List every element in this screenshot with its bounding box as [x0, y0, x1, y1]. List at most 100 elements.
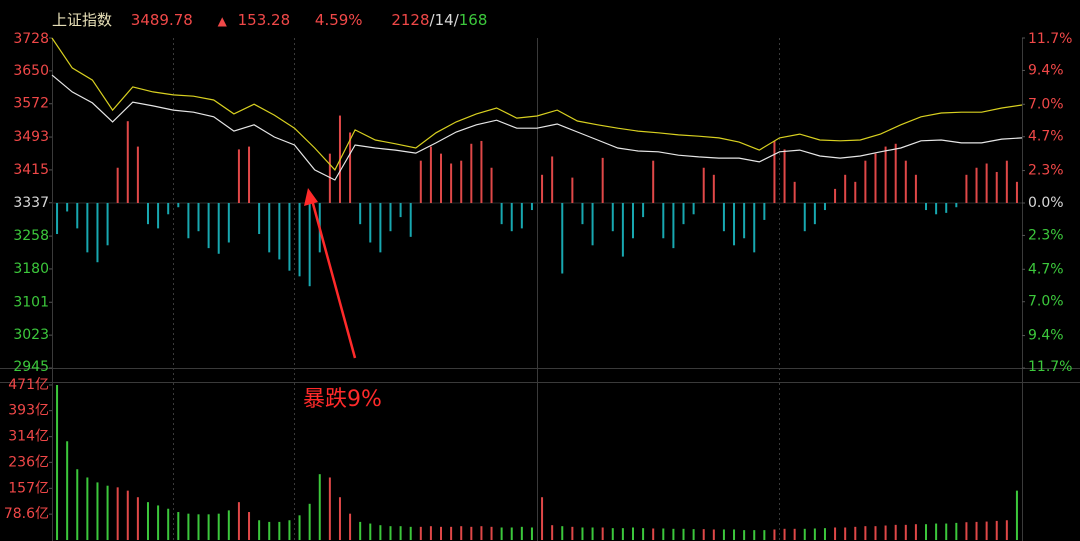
volume-bar: [793, 528, 796, 540]
volume-bar: [157, 505, 160, 540]
breadth-bar: [359, 203, 362, 225]
volume-bar: [116, 487, 119, 540]
price-line: [51, 37, 1023, 171]
breadth-bar: [722, 203, 725, 232]
breadth-bar: [955, 203, 958, 208]
breadth-bar: [86, 203, 89, 253]
volume-bar: [692, 529, 695, 540]
volume-bar: [338, 497, 341, 540]
breadth-bar: [692, 203, 695, 215]
y-tick-label: 3180: [13, 261, 49, 277]
volume-bar: [66, 441, 69, 540]
breadth-bar: [662, 203, 665, 239]
breadth-bar: [167, 203, 170, 215]
y2-tick-label: 11.7%: [1028, 359, 1072, 375]
volume-bar: [106, 485, 109, 540]
breadth-bar: [914, 174, 917, 203]
index-name: 上证指数: [52, 11, 113, 29]
volume-bar: [904, 524, 907, 540]
breadth-bar: [298, 203, 301, 277]
change-pct: 4.59%: [314, 11, 363, 29]
volume-bar: [894, 524, 897, 540]
declines: 168: [458, 11, 488, 29]
breadth-bar: [530, 203, 533, 211]
breadth-bar: [510, 203, 513, 232]
annotation: 暴跌9%: [303, 387, 382, 412]
quote-header: 上证指数 3489.78 ▲ 153.28 4.59% 2128/14/168: [52, 9, 487, 30]
volume-bar: [278, 521, 281, 540]
y-tick-label: 157亿: [8, 480, 49, 496]
volume-bar: [268, 521, 271, 540]
volume-bar: [480, 526, 483, 540]
price: 3489.78: [130, 11, 193, 29]
y-tick-label: 3258: [13, 228, 49, 244]
y2-tick-label: 11.7%: [1028, 31, 1072, 47]
breadth-bar: [369, 203, 372, 243]
volume-bar: [530, 527, 533, 540]
breadth-bar: [823, 203, 826, 211]
breadth-bar: [440, 153, 443, 203]
volume-bar: [258, 520, 261, 540]
volume-bar: [813, 528, 816, 540]
volume-bar: [177, 512, 180, 540]
breadth-bar: [66, 203, 69, 212]
y-tick-label: 3650: [13, 63, 49, 79]
breadth-bar: [763, 203, 766, 220]
y2-tick-label: 4.7%: [1028, 129, 1064, 145]
y-tick-label: 314亿: [8, 429, 49, 445]
volume-bar: [1005, 520, 1008, 540]
breadth-bar: [1005, 160, 1008, 203]
breadth-bar: [884, 146, 887, 203]
volume-bar: [460, 526, 463, 540]
volume-bar: [409, 526, 412, 540]
volume-bar: [510, 527, 513, 540]
volume-bar: [864, 526, 867, 540]
volume-bar: [308, 503, 311, 540]
breadth-bar: [207, 203, 210, 249]
volume-bar: [783, 528, 786, 540]
y-tick-label: 3572: [13, 96, 49, 112]
breadth-bar: [925, 203, 928, 211]
volume-bar: [571, 526, 574, 540]
volume-bar: [945, 523, 948, 540]
breadth-bar: [864, 160, 867, 203]
breadth-bar: [399, 203, 402, 218]
volume-bar: [227, 510, 230, 540]
breadth-bar: [561, 203, 564, 274]
volume-bar: [935, 523, 938, 540]
volume-bar: [389, 526, 392, 540]
volume-bar: [662, 528, 665, 540]
breadth-bar: [490, 167, 493, 203]
volume-bar: [207, 514, 210, 540]
volume-bar: [844, 527, 847, 540]
breadth-bar: [874, 153, 877, 203]
breadth-bar: [500, 203, 503, 225]
breadth-bar: [803, 203, 806, 232]
breadth-bar: [621, 203, 624, 257]
breadth-bar: [520, 203, 523, 229]
breadth-bar: [328, 153, 331, 203]
breadth-bar: [288, 203, 291, 271]
volume-bar: [672, 528, 675, 540]
breadth-bar: [601, 157, 604, 203]
volume-bar: [955, 522, 958, 540]
volume-bar: [652, 528, 655, 540]
volume-bar: [834, 527, 837, 540]
breadth-bar: [429, 146, 432, 203]
breadth-bar: [308, 203, 311, 287]
y2-tick-label: 7.0%: [1028, 294, 1064, 310]
breadth-bar: [116, 167, 119, 203]
breadth-bar: [157, 203, 160, 229]
volume-bar: [712, 529, 715, 540]
breadth-bar: [995, 171, 998, 203]
volume-bar: [682, 528, 685, 540]
volume-bar: [187, 513, 190, 540]
breadth-bar: [409, 203, 412, 237]
breadth-bar: [652, 160, 655, 203]
volume-bar: [167, 508, 170, 540]
breadth-bar: [743, 203, 746, 239]
breadth-bar: [581, 203, 584, 225]
y2-tick-label: 9.4%: [1028, 62, 1064, 78]
plot: 3728 3650 3572 3493 3415 3337 3258 3180 3101 3023…: [4, 31, 1072, 540]
